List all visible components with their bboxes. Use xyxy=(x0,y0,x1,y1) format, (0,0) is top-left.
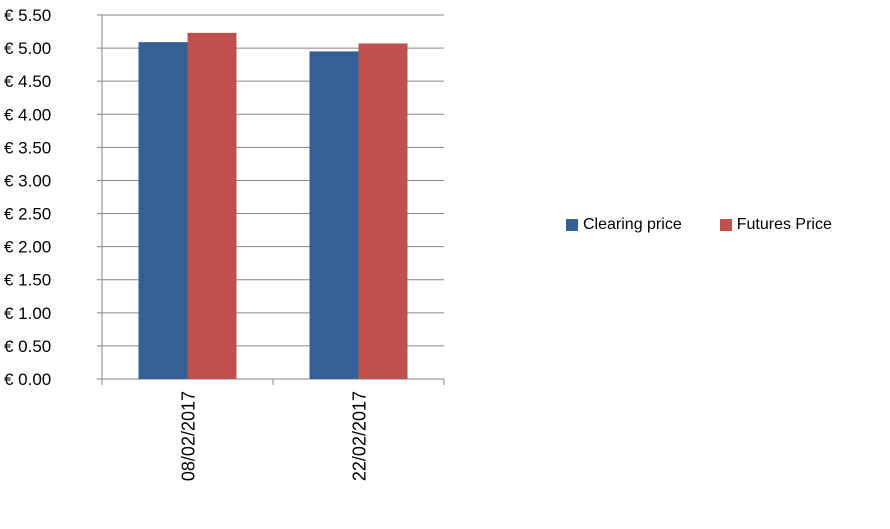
legend-label-clearing-price: Clearing price xyxy=(583,216,682,233)
bar-clearing-price-2 xyxy=(309,51,359,380)
x-tick-label: 08/02/2017 xyxy=(179,391,199,481)
y-tick-label: € 2.50 xyxy=(4,205,51,224)
x-tick-label: 22/02/2017 xyxy=(350,391,370,481)
legend-swatch-futures-price xyxy=(719,219,732,231)
y-tick-label: € 4.50 xyxy=(4,72,51,91)
y-tick-label: € 5.00 xyxy=(4,39,51,58)
legend-item-futures-price: Futures Price xyxy=(719,216,832,234)
y-tick-label: € 3.50 xyxy=(4,138,51,157)
y-tick-label: € 2.00 xyxy=(4,238,51,257)
chart-legend: Clearing price Futures Price xyxy=(566,216,832,234)
y-tick-label: € 4.00 xyxy=(4,105,51,124)
y-tick-label: € 3.00 xyxy=(4,171,51,190)
bar-futures-price-2 xyxy=(358,43,408,379)
y-tick-label: € 5.50 xyxy=(4,6,51,25)
legend-item-clearing-price: Clearing price xyxy=(566,216,682,234)
y-tick-label: € 0.00 xyxy=(4,370,51,389)
bar-futures-price-1 xyxy=(187,32,237,380)
legend-swatch-clearing-price xyxy=(566,219,578,231)
bar-clearing-price-1 xyxy=(138,42,188,379)
legend-label-futures-price: Futures Price xyxy=(736,216,832,233)
y-tick-label: € 1.50 xyxy=(4,271,51,290)
y-tick-label: € 0.50 xyxy=(4,337,51,356)
y-tick-label: € 1.00 xyxy=(4,304,51,323)
